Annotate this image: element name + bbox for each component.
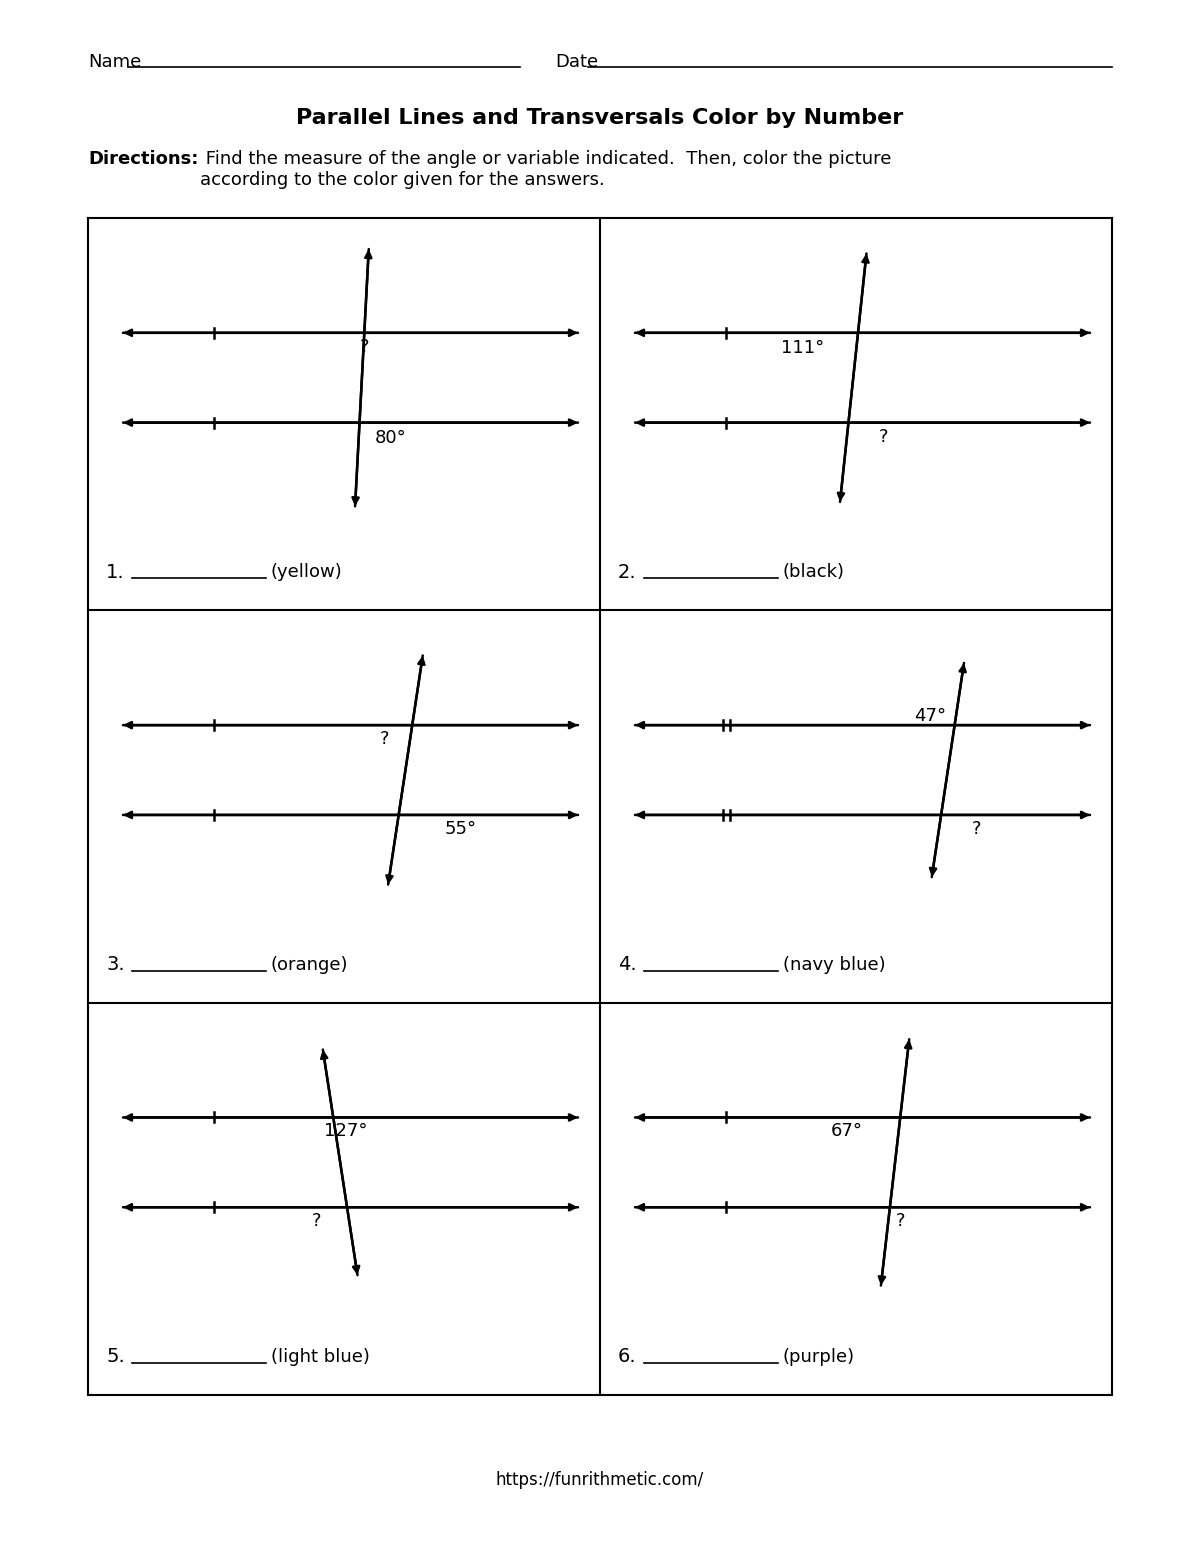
Text: 47°: 47° <box>914 707 946 725</box>
Text: Directions:: Directions: <box>88 151 198 168</box>
Text: (purple): (purple) <box>784 1348 856 1367</box>
Text: (light blue): (light blue) <box>271 1348 370 1367</box>
Text: Parallel Lines and Transversals Color by Number: Parallel Lines and Transversals Color by… <box>296 109 904 127</box>
Text: Name: Name <box>88 53 142 71</box>
Text: 127°: 127° <box>324 1123 367 1140</box>
Text: Date: Date <box>554 53 598 71</box>
Text: ?: ? <box>311 1213 320 1230</box>
Text: ?: ? <box>896 1213 906 1230</box>
Text: 55°: 55° <box>445 820 478 839</box>
Text: 80°: 80° <box>374 429 407 447</box>
Text: (orange): (orange) <box>271 955 348 974</box>
Text: 111°: 111° <box>781 339 824 357</box>
Text: 4.: 4. <box>618 955 637 974</box>
Text: Find the measure of the angle or variable indicated.  Then, color the picture
ac: Find the measure of the angle or variabl… <box>200 151 892 189</box>
Text: ?: ? <box>972 820 982 839</box>
Text: 5.: 5. <box>106 1348 125 1367</box>
Text: (navy blue): (navy blue) <box>784 955 886 974</box>
Text: 67°: 67° <box>830 1123 863 1140</box>
Text: 2.: 2. <box>618 562 637 582</box>
Text: 3.: 3. <box>106 955 125 974</box>
Text: 1.: 1. <box>106 562 125 582</box>
Text: ?: ? <box>360 339 370 356</box>
Text: ?: ? <box>380 730 390 749</box>
Text: (black): (black) <box>784 564 845 581</box>
Text: (yellow): (yellow) <box>271 564 343 581</box>
Text: https://funrithmetic.com/: https://funrithmetic.com/ <box>496 1471 704 1489</box>
Text: 6.: 6. <box>618 1348 637 1367</box>
Text: ?: ? <box>878 427 888 446</box>
